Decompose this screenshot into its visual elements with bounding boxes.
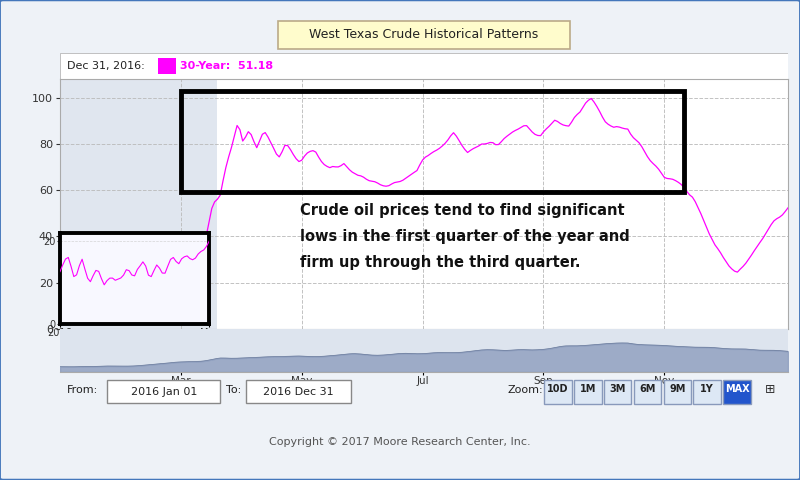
- Text: ⊞: ⊞: [765, 383, 775, 396]
- Text: Copyright © 2017 Moore Research Center, Inc.: Copyright © 2017 Moore Research Center, …: [269, 437, 531, 446]
- Text: 2016 Dec 31: 2016 Dec 31: [263, 386, 334, 396]
- FancyBboxPatch shape: [604, 380, 631, 404]
- Text: 1M: 1M: [580, 384, 596, 394]
- Text: 3M: 3M: [610, 384, 626, 394]
- Text: Dec 31, 2016:: Dec 31, 2016:: [67, 61, 145, 71]
- FancyBboxPatch shape: [278, 22, 570, 49]
- FancyBboxPatch shape: [107, 380, 220, 403]
- Bar: [60, 79, 217, 329]
- Bar: [181, 91, 684, 192]
- Text: From:: From:: [67, 384, 98, 395]
- FancyBboxPatch shape: [574, 380, 602, 404]
- FancyBboxPatch shape: [663, 380, 691, 404]
- Text: 9M: 9M: [669, 384, 686, 394]
- Text: 1Y: 1Y: [700, 384, 714, 394]
- Bar: [158, 58, 177, 74]
- FancyBboxPatch shape: [694, 380, 721, 404]
- FancyBboxPatch shape: [246, 380, 351, 403]
- Text: 10D: 10D: [547, 384, 569, 394]
- Text: To:: To:: [226, 384, 242, 395]
- Text: 2016 Jan 01: 2016 Jan 01: [130, 386, 197, 396]
- Text: Crude oil prices tend to find significant
lows in the first quarter of the year : Crude oil prices tend to find significan…: [300, 203, 630, 270]
- FancyBboxPatch shape: [634, 380, 662, 404]
- FancyBboxPatch shape: [544, 380, 572, 404]
- Text: 6M: 6M: [639, 384, 656, 394]
- Text: West Texas Crude Historical Patterns: West Texas Crude Historical Patterns: [310, 28, 538, 41]
- Text: Zoom:: Zoom:: [508, 384, 543, 395]
- FancyBboxPatch shape: [723, 380, 751, 404]
- Text: MAX: MAX: [725, 384, 750, 394]
- Text: 30-Year:  51.18: 30-Year: 51.18: [180, 61, 274, 71]
